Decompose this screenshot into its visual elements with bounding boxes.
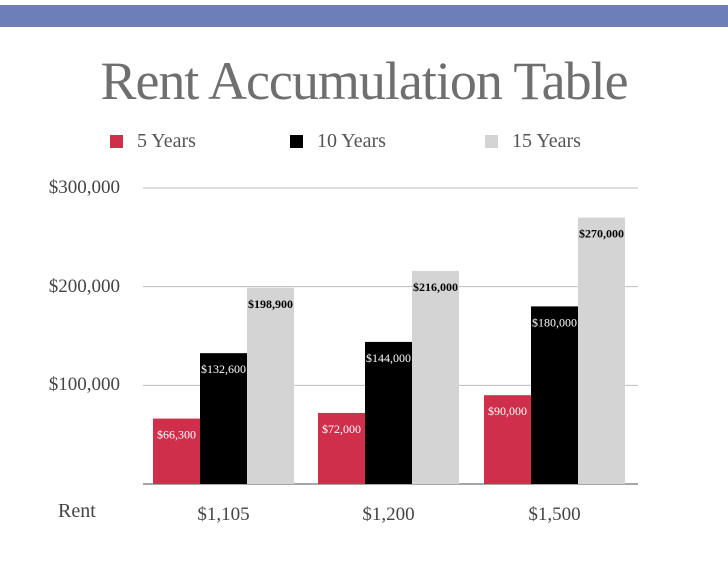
legend-swatch-15-years [485, 135, 498, 148]
bar-15-years-2 [412, 270, 459, 484]
bar-15-years-1 [247, 287, 294, 484]
data-label-10-years-3: $180,000 [532, 315, 577, 329]
data-label-10-years-2: $144,000 [366, 351, 411, 365]
legend-swatch-5-years [110, 135, 123, 148]
legend-label-10-years: 10 Years [317, 130, 386, 152]
x-tick-label-2: $1,200 [362, 504, 414, 525]
bar-10-years-2 [365, 341, 412, 484]
legend: 5 Years 10 Years 15 Years [0, 130, 728, 154]
data-label-15-years-3: $270,000 [579, 227, 624, 241]
legend-label-5-years: 5 Years [137, 130, 196, 152]
y-tick-label-100000: $100,000 [48, 374, 120, 395]
header-bar [0, 5, 728, 27]
legend-item-15-years: 15 Years [485, 130, 581, 153]
x-axis-label: Rent [58, 500, 96, 522]
legend-item-10-years: 10 Years [290, 130, 386, 153]
y-tick-label-200000: $200,000 [48, 276, 120, 297]
legend-item-5-years: 5 Years [110, 130, 196, 153]
data-label-15-years-1: $198,900 [248, 297, 293, 311]
data-label-5-years-1: $66,300 [157, 428, 196, 442]
data-label-5-years-2: $72,000 [322, 422, 361, 436]
y-tick-label-300000: $300,000 [48, 177, 120, 198]
legend-swatch-10-years [290, 135, 303, 148]
x-tick-label-1: $1,105 [197, 504, 249, 525]
x-tick-label-3: $1,500 [528, 504, 580, 525]
bar-5-years-1 [153, 418, 200, 484]
bar-15-years-3 [578, 217, 625, 484]
bar-10-years-1 [200, 353, 247, 484]
data-label-5-years-3: $90,000 [488, 404, 527, 418]
legend-label-15-years: 15 Years [512, 130, 581, 152]
bar-10-years-3 [531, 306, 578, 484]
bar-5-years-2 [318, 412, 365, 484]
chart-title: Rent Accumulation Table [100, 51, 628, 111]
bar-5-years-3 [484, 395, 531, 484]
data-label-15-years-2: $216,000 [413, 280, 458, 294]
data-label-10-years-1: $132,600 [201, 362, 246, 376]
